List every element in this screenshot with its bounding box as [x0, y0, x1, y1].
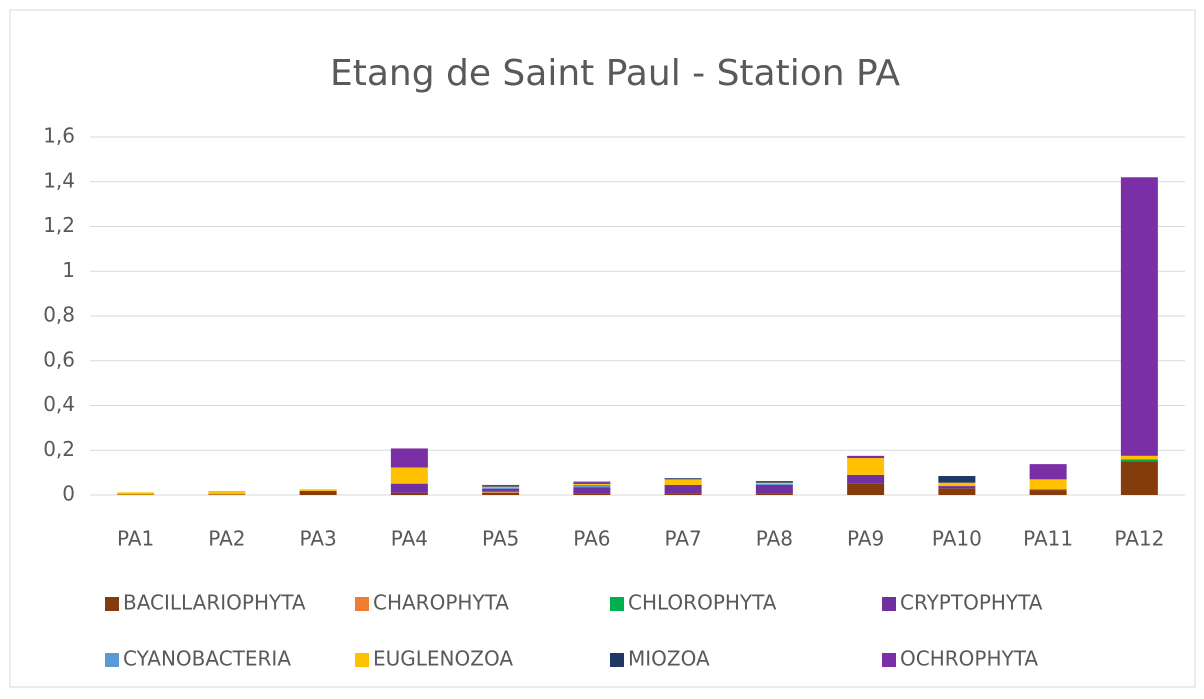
bar-segment [482, 486, 519, 487]
legend-swatch [105, 653, 119, 667]
bar-segment [847, 456, 884, 458]
bar-segment [573, 482, 610, 483]
bar-segment [938, 483, 975, 486]
bar-segment [756, 494, 793, 495]
bar-segment [573, 487, 610, 494]
bar-segment [756, 481, 793, 483]
bar-segment [391, 448, 428, 467]
bar-segment [1030, 479, 1067, 489]
x-tick-label: PA11 [1023, 527, 1073, 551]
x-tick-label: PA3 [300, 527, 337, 551]
y-tick-label: 1,4 [43, 168, 75, 192]
bar-segment [573, 485, 610, 487]
bar-segment [938, 488, 975, 495]
bar-segment [573, 483, 610, 484]
bar-segment [482, 492, 519, 493]
bar-segment [665, 478, 702, 479]
x-tick-label: PA2 [208, 527, 245, 551]
y-tick-label: 1,2 [43, 213, 75, 237]
legend-label: EUGLENOZOA [373, 647, 513, 671]
legend-label: CHLOROPHYTA [628, 591, 777, 615]
x-tick-label: PA5 [482, 527, 519, 551]
x-tick-label: PA7 [665, 527, 702, 551]
bar-segment [938, 486, 975, 488]
y-tick-label: 0,6 [43, 347, 75, 371]
bar-segment [573, 494, 610, 495]
bar-segment [208, 491, 245, 494]
bar-segment [756, 483, 793, 484]
legend-swatch [882, 653, 896, 667]
bar-segment [1121, 456, 1158, 459]
bar-segment [482, 487, 519, 488]
x-tick-label: PA4 [391, 527, 428, 551]
y-tick-label: 1,6 [43, 124, 75, 148]
bar-segment [573, 484, 610, 485]
x-tick-label: PA8 [756, 527, 793, 551]
bar-segment [482, 489, 519, 491]
x-tick-label: PA1 [117, 527, 154, 551]
bar-segment [391, 493, 428, 495]
bar-segment [482, 488, 519, 489]
bar-segment [938, 476, 975, 483]
legend-swatch [882, 597, 896, 611]
bar-segment [1030, 464, 1067, 479]
x-tick-label: PA10 [932, 527, 982, 551]
bar-segment [482, 485, 519, 486]
legend-label: CHAROPHYTA [373, 591, 509, 615]
bar-segment [1121, 177, 1158, 456]
x-tick-label: PA9 [847, 527, 884, 551]
y-tick-label: 0,8 [43, 303, 75, 327]
bar-segment [665, 485, 702, 494]
y-tick-label: 0 [62, 482, 75, 506]
bar-segment [847, 484, 884, 495]
y-tick-label: 1 [62, 258, 75, 282]
bar-segment [756, 485, 793, 494]
chart-title: Etang de Saint Paul - Station PA [330, 53, 900, 94]
bar-segment [847, 475, 884, 484]
bar-segment [1121, 461, 1158, 495]
legend-swatch [355, 653, 369, 667]
bar-segment [391, 483, 428, 484]
legend-swatch [610, 653, 624, 667]
bar-segment [847, 458, 884, 475]
legend-label: BACILLARIOPHYTA [123, 591, 306, 615]
bar-segment [391, 467, 428, 483]
x-tick-label: PA12 [1114, 527, 1164, 551]
legend-swatch [355, 597, 369, 611]
bar-segment [1030, 489, 1067, 490]
y-tick-label: 0,2 [43, 437, 75, 461]
legend-label: OCHROPHYTA [900, 647, 1038, 671]
bar-segment [482, 491, 519, 492]
chart-border [10, 10, 1195, 687]
bar-segment [300, 491, 337, 495]
y-tick-label: 0,4 [43, 392, 75, 416]
legend-label: CYANOBACTERIA [123, 647, 291, 671]
bar-segment [391, 484, 428, 493]
bar-segment [1030, 490, 1067, 495]
bar-segment [117, 492, 154, 494]
bar-segment [1121, 459, 1158, 461]
bar-segment [300, 489, 337, 491]
bar-segment [756, 484, 793, 485]
bar-segment [482, 493, 519, 495]
bar-segment [665, 494, 702, 495]
bar-segment [665, 479, 702, 485]
legend-swatch [610, 597, 624, 611]
x-tick-label: PA6 [573, 527, 610, 551]
legend-label: CRYPTOPHYTA [900, 591, 1043, 615]
legend-swatch [105, 597, 119, 611]
legend-label: MIOZOA [628, 647, 710, 671]
bar-segment [208, 494, 245, 495]
